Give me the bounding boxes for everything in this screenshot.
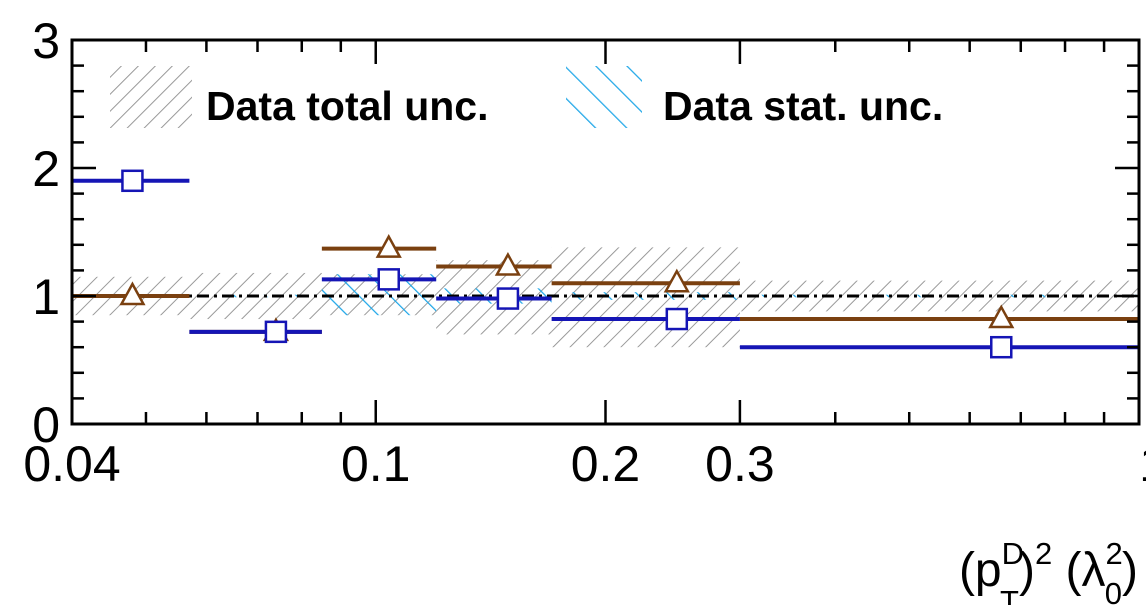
- data-point-square: [377, 268, 400, 291]
- data-point-triangle: [663, 268, 690, 293]
- x-tick-label: 0.04: [23, 436, 120, 492]
- data-point-square: [496, 287, 520, 310]
- x-tick-label: 0.1: [341, 436, 411, 492]
- x-axis-title: (pD T)2 (λ2 0): [959, 536, 1138, 605]
- data-point-triangle: [119, 281, 146, 306]
- data-point-square: [264, 320, 288, 344]
- x-tick-label: 1: [1139, 436, 1146, 492]
- y-tick-label: 3: [32, 13, 60, 69]
- stat-unc-band: [551, 292, 740, 300]
- series-layer: [72, 169, 1139, 359]
- x-tick-label: 0.2: [571, 436, 641, 492]
- series-open-square: [72, 169, 1139, 359]
- legend-label-total-unc: Data total unc.: [206, 83, 488, 129]
- y-tick-label: 2: [32, 141, 60, 197]
- legend: Data total unc. Data stat. unc.: [110, 66, 943, 129]
- axis-tick-labels: 0.04 0.1 0.2 0.3 1 0 1 2 3: [23, 13, 1146, 492]
- data-point-triangle: [988, 304, 1015, 329]
- y-tick-label: 1: [32, 269, 60, 325]
- legend-swatch-stat-unc: [566, 66, 642, 128]
- axis-ticks: [72, 40, 1139, 424]
- data-point-square: [665, 307, 689, 331]
- data-point-triangle: [494, 251, 522, 276]
- data-point-square: [121, 169, 144, 193]
- y-tick-label: 0: [32, 397, 60, 453]
- data-point-square: [990, 335, 1013, 359]
- data-point-triangle: [375, 234, 402, 258]
- legend-label-stat-unc: Data stat. unc.: [663, 83, 943, 129]
- x-tick-label: 0.3: [705, 436, 775, 492]
- legend-swatch-total-unc: [110, 66, 192, 128]
